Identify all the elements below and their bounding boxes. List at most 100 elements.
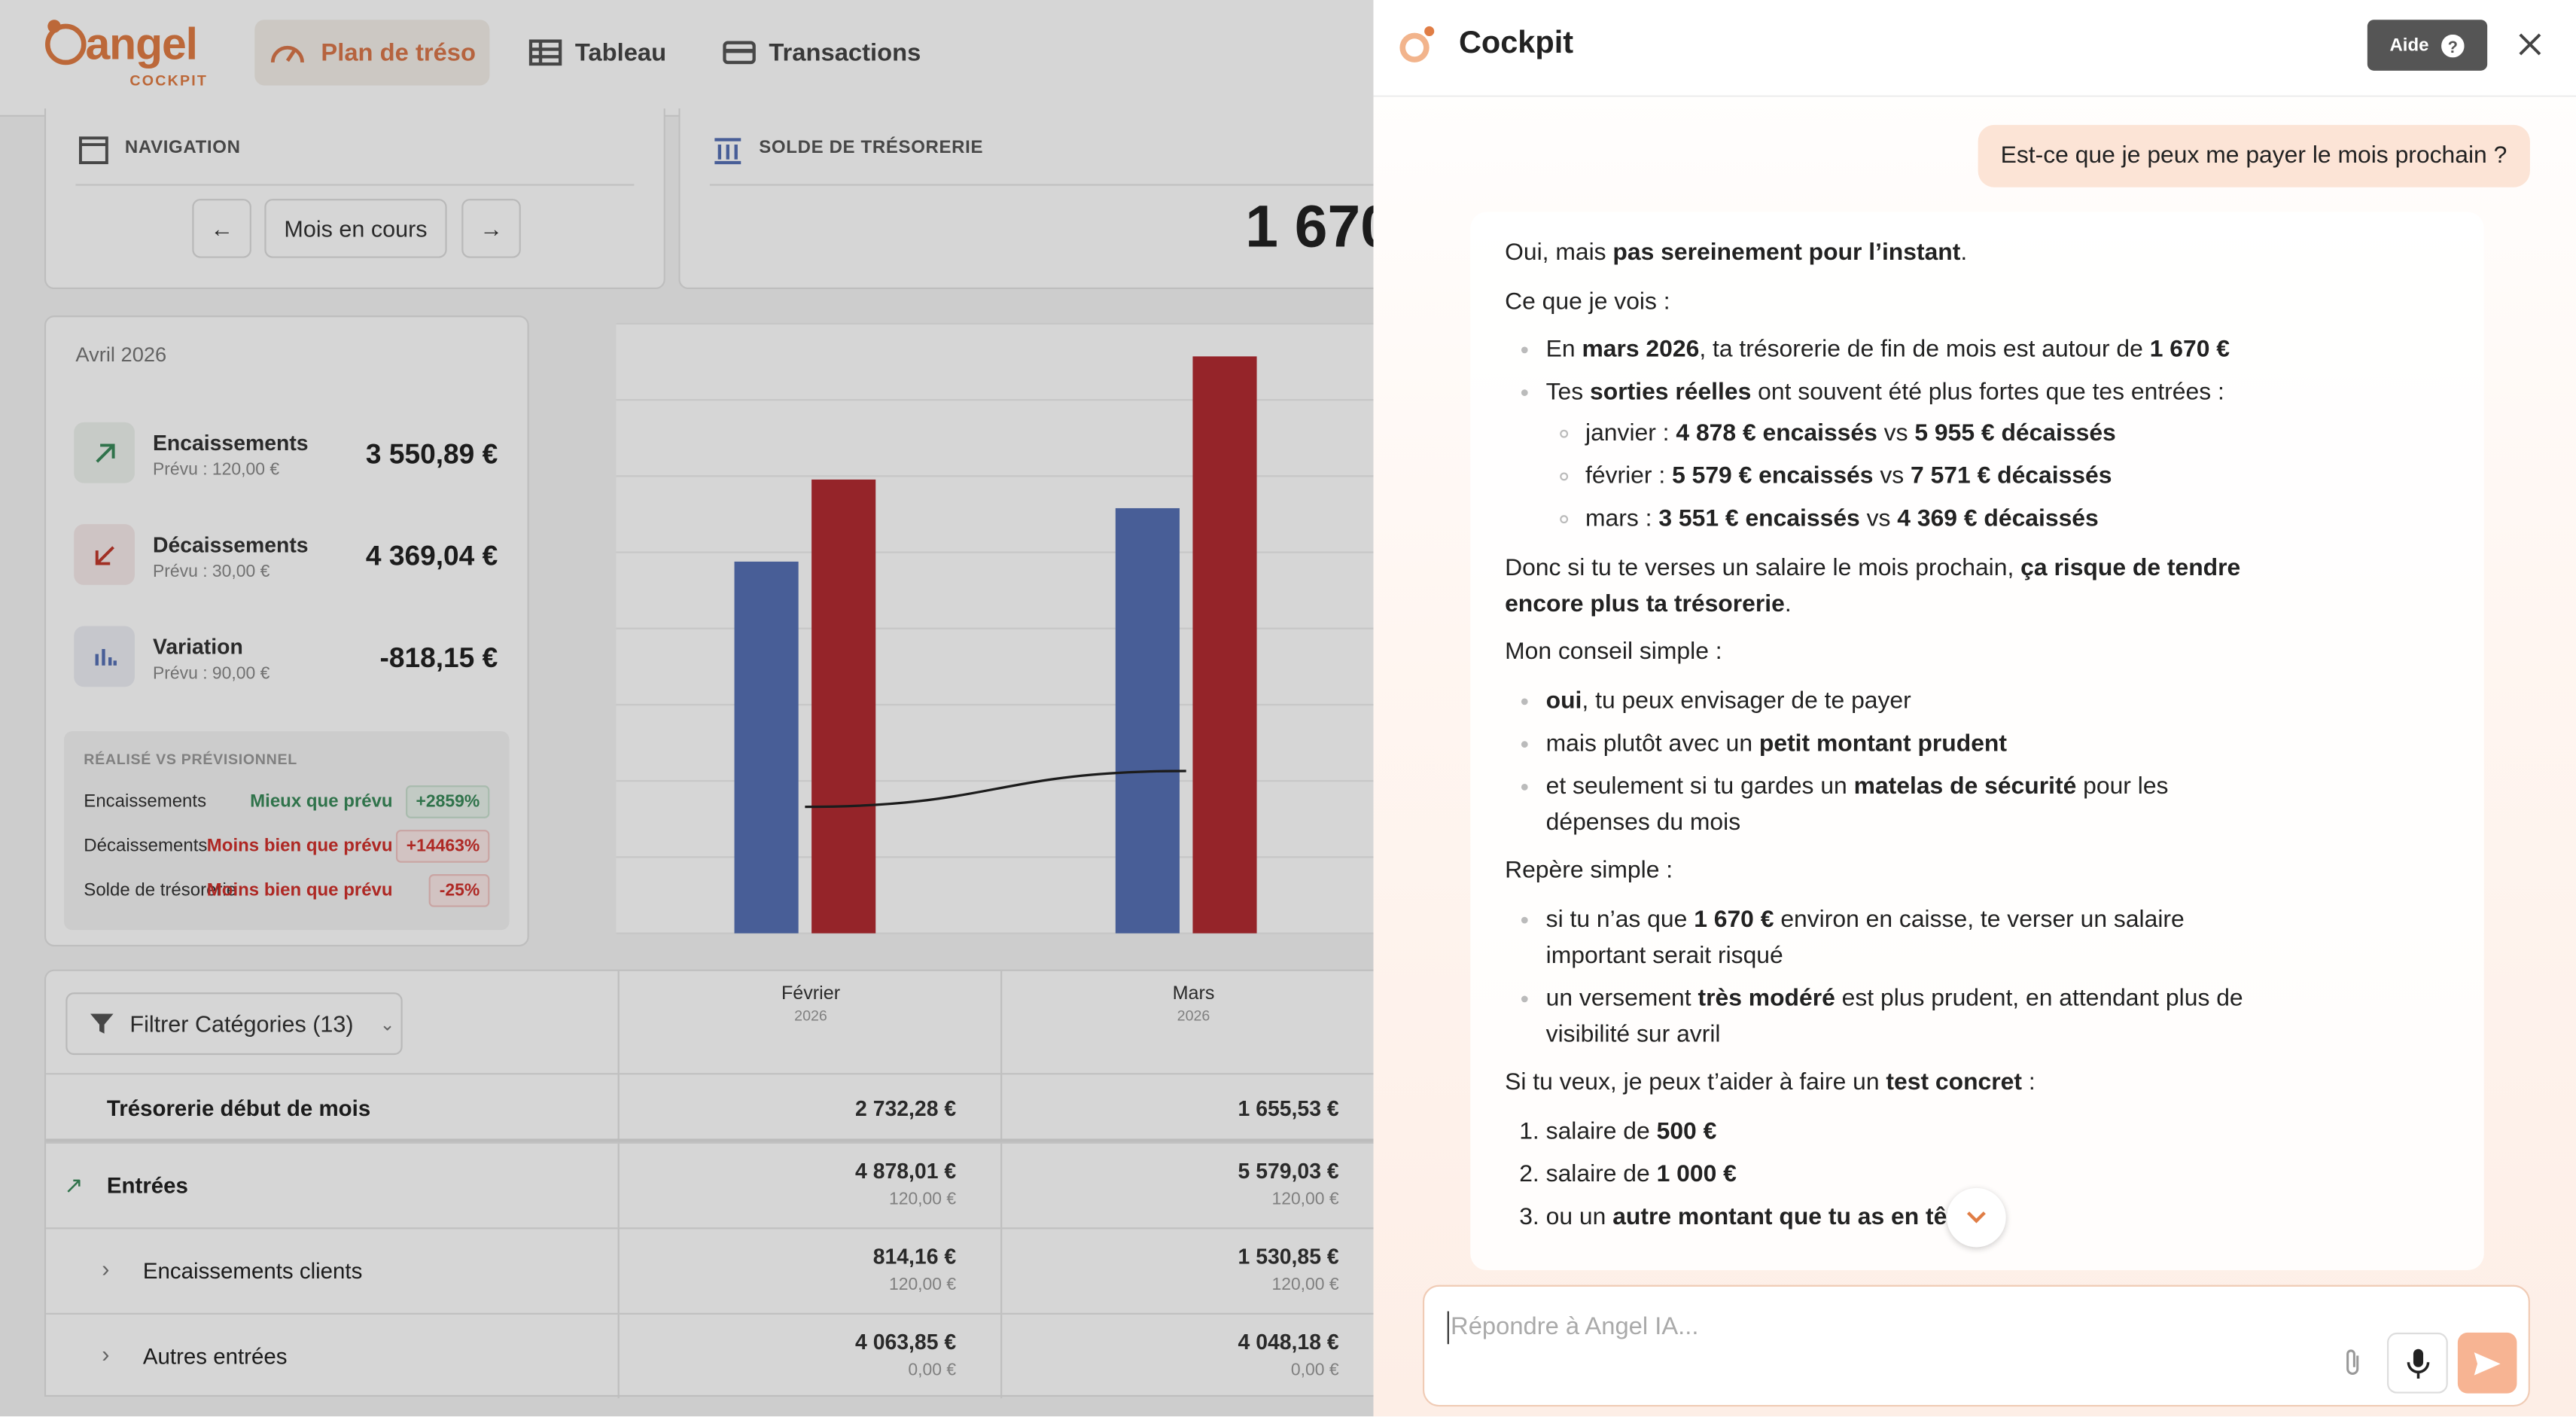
month-label: Avril 2026 (75, 343, 167, 367)
bullet-list: oui, tu peux envisager de te payer mais p… (1505, 683, 2277, 841)
text: est plus prudent, en attendant plus de v… (1545, 985, 2243, 1048)
current-month-button[interactable]: Mois en cours (264, 199, 447, 258)
text: Mon conseil simple : (1505, 638, 1722, 666)
mic-button[interactable] (2387, 1332, 2448, 1394)
input-placeholder: Répondre à Angel IA... (1451, 1312, 1699, 1341)
chevron-down (1966, 1211, 1986, 1223)
item-label: Variation (152, 634, 243, 660)
paragraph: Ce que je vois : (1505, 283, 2277, 319)
chart (616, 322, 1389, 934)
help-button[interactable]: Aide ? (2367, 20, 2488, 71)
column-year: 2026 (794, 1007, 827, 1024)
text: Donc si tu te verses un salaire le mois … (1505, 554, 2021, 581)
calendar-icon (78, 136, 108, 165)
text: février : (1585, 463, 1673, 490)
logo-icon (45, 20, 87, 66)
bold-text: 4 369 € décaissés (1897, 506, 2099, 533)
filter-label: Filtrer Catégories (13) (129, 1010, 354, 1038)
bold-text: 5 955 € décaissés (1914, 420, 2116, 447)
column-year: 2026 (1177, 1007, 1210, 1024)
column-divider (1000, 971, 1003, 1399)
divider (709, 184, 1400, 186)
cell-value: 2 732,28 € (855, 1096, 957, 1121)
prev-button[interactable]: ← (192, 199, 251, 258)
paragraph: Oui, mais pas sereinement pour l’instant… (1505, 235, 2277, 271)
next-button[interactable]: → (461, 199, 521, 258)
send-button[interactable] (2457, 1332, 2517, 1394)
text: pour les dépenses du mois (1545, 772, 2169, 836)
text: , ta trésorerie de fin de mois est autou… (1699, 337, 2150, 364)
chat-title: Cockpit (1458, 26, 1574, 61)
rvp-status: Moins bien que prévu (206, 880, 393, 900)
item-sub: Prévu : 90,00 € (152, 663, 270, 684)
attach-button[interactable] (2341, 1348, 2364, 1377)
filter-button[interactable]: Filtrer Catégories (13) ⌄ (65, 992, 403, 1056)
group-icon: ↗ (64, 1172, 84, 1198)
bold-text: très modéré (1698, 985, 1835, 1012)
rvp-pct: -25% (429, 874, 490, 907)
bold-text: petit montant prudent (1758, 730, 2008, 757)
solde-card: SOLDE DE TRÉSORERIE 1 670 (678, 108, 1402, 290)
icon (95, 443, 114, 462)
rvp-title: RÉALISÉ VS PRÉVISIONNEL (84, 751, 297, 768)
row-label: Trésorerie début de mois (106, 1096, 371, 1121)
tab-icon (271, 45, 305, 63)
bold-text: 5 579 € encaissés (1672, 463, 1874, 490)
bar (1192, 356, 1257, 934)
text: et seulement si tu gardes un (1545, 772, 1854, 800)
tab[interactable]: Transactions (723, 20, 921, 85)
list-item: un versement très modéré est plus pruden… (1546, 980, 2277, 1053)
cell-forecast: 120,00 € (888, 1275, 957, 1295)
expand-icon[interactable]: › (102, 1255, 110, 1282)
row-label: Entrées (106, 1173, 188, 1198)
user-message: Est-ce que je peux me payer le mois proc… (1978, 124, 2530, 187)
list-item: En mars 2026, ta trésorerie de fin de mo… (1546, 332, 2277, 368)
cell-value: 1 530,85 € (1238, 1244, 1339, 1269)
assistant-message: Oui, mais pas sereinement pour l’instant… (1505, 235, 2277, 1247)
text: ou un (1545, 1203, 1613, 1230)
divider (75, 184, 635, 186)
text: si tu n’as que (1545, 906, 1694, 933)
cell-forecast: 0,00 € (1290, 1361, 1339, 1381)
tab-label: Plan de tréso (321, 38, 477, 67)
chat-header: Cockpit Aide ? (1373, 0, 2576, 97)
cell-value: 1 655,53 € (1238, 1096, 1339, 1121)
table-row: › Encaissements clients 814,16 € 120,00 € 1 … (46, 1227, 1375, 1312)
rvp-box: RÉALISÉ VS PRÉVISIONNEL Encaissements Mie… (64, 731, 510, 931)
text: , tu peux envisager de te payer (1582, 687, 1911, 715)
text: un versement (1545, 985, 1698, 1012)
bold-text: autre montant que tu as en tête (1612, 1203, 1969, 1230)
tab[interactable]: Tableau (528, 20, 667, 85)
tab-label: Tableau (574, 38, 667, 67)
expand-icon[interactable]: › (102, 1340, 110, 1367)
text: Ce que je vois : (1505, 288, 1670, 315)
paragraph: Donc si tu te verses un salaire le mois … (1505, 550, 2277, 622)
scroll-down-button[interactable] (1947, 1187, 2006, 1248)
rvp-label: Encaissements (84, 791, 207, 812)
text: Oui, mais (1505, 239, 1613, 267)
item-label: Encaissements (152, 430, 309, 456)
tab-icon (528, 39, 562, 66)
text: mars : (1585, 506, 1659, 533)
tab[interactable]: Plan de tréso (254, 20, 490, 86)
overlay[interactable] (0, 0, 1374, 1417)
close-button[interactable] (2519, 33, 2542, 56)
help-icon: ? (2441, 33, 2465, 57)
list-item: janvier : 4 878 € encaissés vs 5 955 € d… (1585, 416, 2277, 452)
bold-text: matelas de sécurité (1853, 772, 2077, 800)
list-item: Tes sorties réelles ont souvent été plus… (1546, 375, 2277, 538)
chat-input[interactable]: Répondre à Angel IA... (1422, 1284, 2530, 1407)
cell-forecast: 120,00 € (1271, 1190, 1339, 1210)
sub-list: janvier : 4 878 € encaissés vs 5 955 € d… (1546, 416, 2277, 537)
item-icon (74, 626, 135, 687)
table: Filtrer Catégories (13) ⌄ Février 2026 Mar… (44, 969, 1408, 1399)
text: : (2021, 1069, 2036, 1096)
bold-text: ça risque de tendre encore plus ta tréso… (1505, 554, 2241, 617)
text: vs (1877, 420, 1915, 447)
cell-value: 4 063,85 € (855, 1329, 957, 1355)
chat-panel: Cockpit Aide ? Est-ce que je peux me pay… (1373, 0, 2576, 1417)
text: vs (1859, 506, 1898, 533)
bold-text: sorties réelles (1590, 379, 1752, 407)
text: . (1960, 239, 1968, 267)
bold-text: test concret (1886, 1069, 2022, 1096)
